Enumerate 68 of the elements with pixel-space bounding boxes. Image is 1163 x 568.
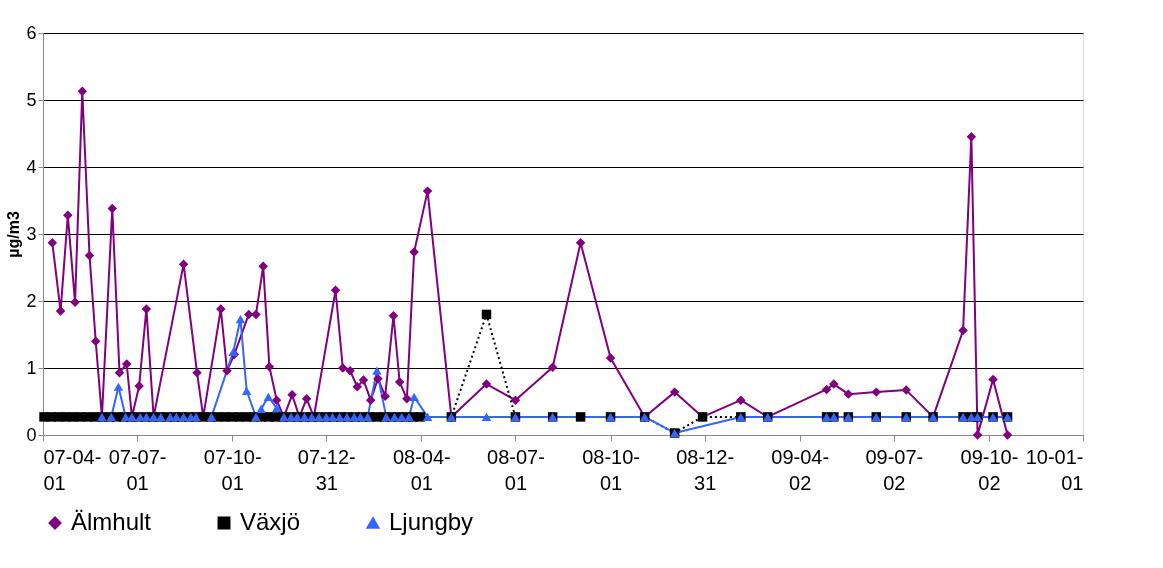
point: [90, 336, 101, 346]
point: [352, 382, 363, 392]
point: [178, 259, 189, 269]
y-tick-label: 6: [26, 22, 37, 43]
x-tick-label: 09-07-02: [865, 445, 924, 494]
point: [380, 391, 390, 401]
point: [605, 353, 616, 363]
x-tick-label: 07-10-01: [203, 445, 262, 494]
y-tick-label: 1: [26, 357, 37, 378]
point: [510, 395, 521, 405]
point: [84, 250, 95, 261]
y-tick-label: 5: [26, 89, 37, 110]
y-tick-label: 4: [26, 156, 37, 177]
legend-label: Växjö: [240, 508, 301, 535]
x-tick-label: 08-07-01: [487, 445, 545, 494]
x-tick-label: 07-04-01: [43, 445, 102, 494]
x-tick-label: 09-04-02: [771, 445, 830, 494]
point: [972, 430, 983, 440]
point: [345, 365, 355, 376]
point: [63, 210, 73, 220]
x-tick-label: 10-01-01: [1025, 445, 1084, 494]
point: [114, 367, 125, 378]
legend-label: Ljungby: [389, 508, 474, 535]
point: [821, 384, 832, 395]
point: [843, 389, 854, 399]
x-tick-label: 08-04-01: [392, 445, 451, 494]
point: [871, 387, 881, 397]
legend-label: Älmhult: [71, 508, 152, 535]
point: [988, 374, 998, 385]
point: [402, 394, 412, 404]
x-tick-label: 08-12-31: [676, 445, 735, 494]
point: [358, 375, 369, 385]
point: [575, 237, 586, 248]
point: [481, 379, 492, 389]
point: [736, 395, 746, 405]
point: [70, 297, 80, 308]
y-tick-label: 0: [26, 424, 37, 445]
point: [388, 311, 399, 321]
point: [547, 362, 558, 373]
y-tick-label: 2: [26, 290, 37, 311]
point: [271, 395, 282, 405]
point: [958, 325, 968, 336]
point: [901, 385, 911, 395]
point: [669, 387, 680, 397]
x-tick-label: 07-07-01: [108, 445, 167, 494]
point: [258, 261, 268, 271]
point: [55, 306, 66, 316]
point: [222, 365, 232, 376]
point: [966, 132, 977, 142]
point: [107, 203, 118, 214]
point: [47, 237, 58, 248]
point: [394, 377, 405, 387]
x-tick-label: 09-10-02: [960, 445, 1019, 494]
point: [365, 395, 376, 405]
point: [121, 359, 132, 369]
point: [192, 367, 202, 378]
y-tick-label: 3: [26, 223, 37, 244]
y-axis-title: µg/m3: [5, 211, 23, 258]
point: [422, 186, 433, 196]
point: [287, 390, 297, 400]
point: [141, 304, 152, 314]
x-tick-label: 08-10-01: [582, 445, 640, 494]
point: [301, 394, 312, 404]
point: [264, 361, 275, 372]
point: [1002, 430, 1013, 440]
point: [77, 86, 88, 97]
point: [373, 373, 383, 384]
x-tick-label: 07-12-31: [297, 445, 356, 494]
